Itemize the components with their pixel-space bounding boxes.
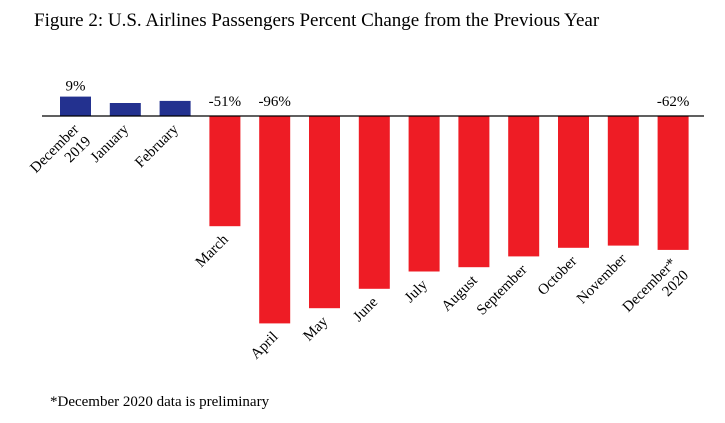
tick-label-7: July	[402, 277, 431, 306]
tick-label-9: September	[474, 262, 531, 319]
bar-1	[109, 103, 141, 116]
chart-title: Figure 2: U.S. Airlines Passengers Perce…	[34, 10, 600, 31]
bar-9	[508, 116, 540, 257]
data-label-0: 9%	[66, 79, 86, 95]
tick-label-text: July	[402, 277, 431, 306]
footnote: *December 2020 data is preliminary	[50, 394, 270, 410]
bar-11	[607, 116, 639, 246]
bar-7	[408, 116, 440, 272]
data-label-12: -62%	[657, 94, 690, 110]
tick-label-text: March	[193, 231, 232, 270]
bar-2	[159, 100, 191, 116]
tick-label-text: February	[132, 121, 182, 171]
tick-label-11: November	[574, 251, 630, 307]
bar-3	[209, 116, 241, 227]
data-labels-group: 9% -51% -96% -62%	[66, 79, 690, 110]
tick-label-4: April	[248, 329, 282, 363]
tick-label-5: May	[301, 313, 332, 344]
bar-8	[458, 116, 490, 268]
data-label-4: -96%	[258, 94, 291, 110]
tick-label-text: January	[88, 121, 133, 166]
tick-label-3: March	[193, 231, 232, 270]
tick-label-6: June	[350, 294, 381, 325]
tick-label-12: December*2020	[620, 255, 692, 315]
tick-label-text: October	[535, 253, 580, 298]
bar-6	[358, 116, 390, 289]
tick-label-text: May	[301, 313, 332, 344]
bar-5	[309, 116, 340, 309]
bar-10	[558, 116, 589, 248]
bars-group	[60, 96, 689, 324]
tick-label-1: January	[88, 121, 133, 166]
tick-label-text: November	[574, 251, 630, 307]
tick-label-10: October	[535, 253, 580, 298]
tick-label-text: September	[474, 262, 531, 319]
bar-12	[657, 116, 689, 250]
bar-4	[259, 116, 291, 324]
tick-label-text: June	[350, 294, 381, 325]
tick-label-2: February	[132, 121, 182, 171]
bar-0	[60, 96, 91, 116]
data-label-3: -51%	[209, 94, 242, 110]
tick-label-text: April	[248, 329, 282, 363]
